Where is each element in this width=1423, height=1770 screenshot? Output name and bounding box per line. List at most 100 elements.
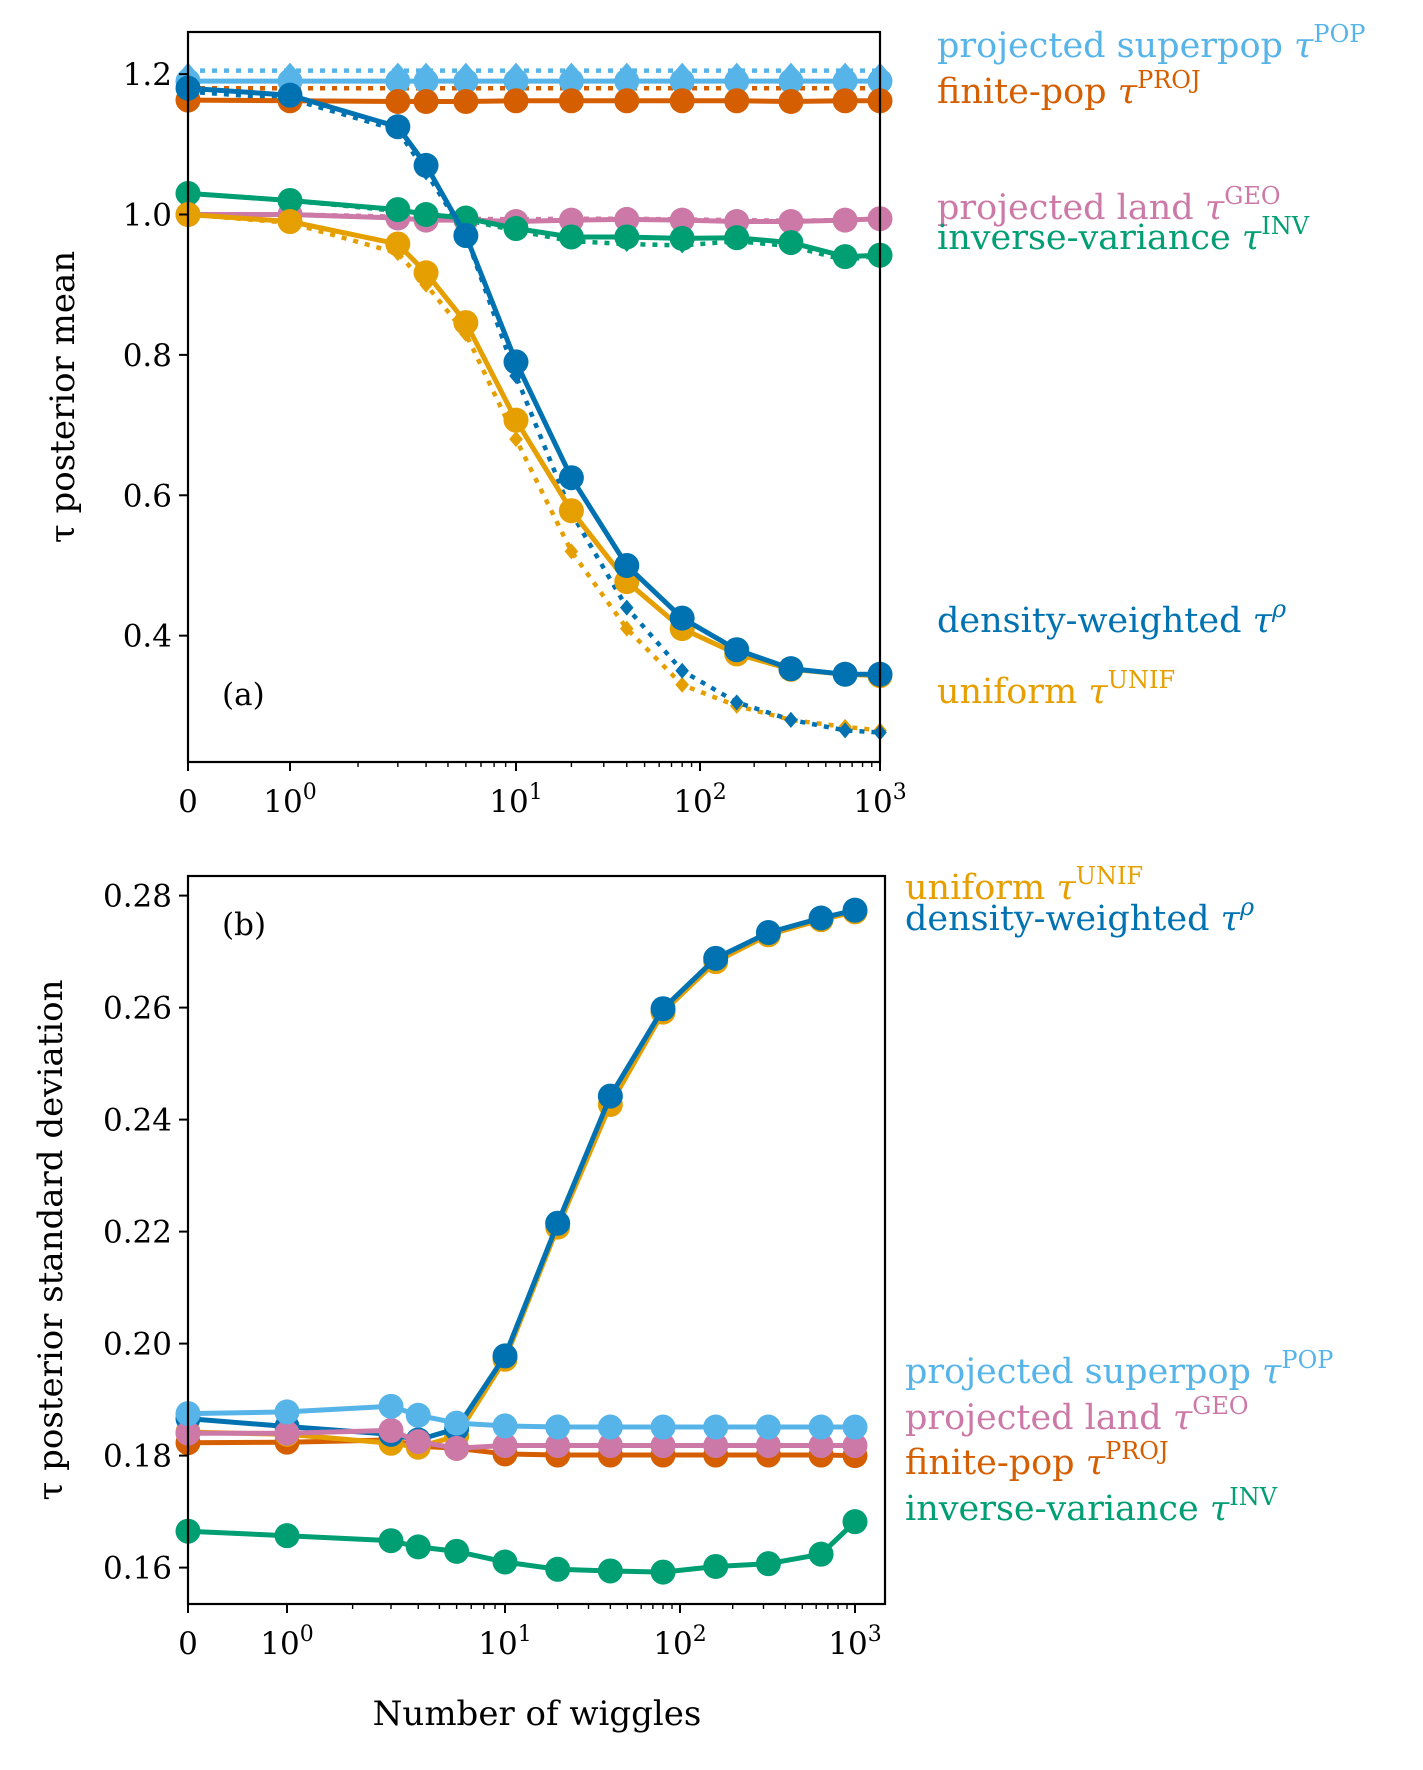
series-point-inverse-variance — [444, 1538, 470, 1564]
series-label-name: finite-pop — [937, 72, 1118, 112]
x-tick-base: 0 — [178, 784, 198, 820]
series-point-projected-land — [405, 1429, 431, 1455]
series-label-superscript: ρ — [1239, 893, 1254, 921]
series-label-superscript: PROJ — [1137, 66, 1201, 94]
series-label-symbol: τ — [1088, 672, 1108, 712]
x-tick-label: 101 — [489, 780, 542, 820]
series-point-uniform — [413, 260, 439, 286]
series-label-name: inverse-variance — [905, 1489, 1210, 1529]
series-point-projected-land — [832, 207, 858, 233]
series-point-projected-superpop — [492, 1413, 518, 1439]
x-tick-exponent: 3 — [893, 780, 907, 805]
y-tick-label: 1.2 — [123, 57, 172, 93]
series-point-projected-superpop — [444, 1410, 470, 1436]
series-point-projected-land — [274, 1420, 300, 1446]
x-tick-label: 102 — [673, 780, 726, 820]
x-tick-base: 0 — [178, 1626, 198, 1662]
series-label-name: projected land — [905, 1398, 1173, 1438]
series-point-uniform — [385, 231, 411, 257]
series-label-superscript: UNIF — [1076, 862, 1143, 890]
series-point-density-weighted — [808, 905, 834, 931]
series-point-density-weighted — [492, 1343, 518, 1369]
x-tick-exponent: 2 — [713, 780, 727, 805]
y-tick-label: 0.20 — [103, 1327, 172, 1363]
series-point-finite-pop — [778, 88, 804, 114]
series-label-symbol: τ — [1242, 218, 1262, 258]
y-tick-label: 0.24 — [103, 1103, 172, 1139]
series-point-uniform-dotted — [509, 431, 523, 448]
x-tick-base: 10 — [853, 784, 892, 820]
series-label-symbol: τ — [1173, 1398, 1193, 1438]
y-tick-label: 1.0 — [123, 198, 172, 234]
series-point-inverse-variance — [808, 1541, 834, 1567]
x-tick-label: 0 — [178, 1626, 198, 1662]
series-point-density-weighted — [703, 945, 729, 971]
x-tick-label: 100 — [260, 1622, 313, 1662]
y-tick-label: 0.6 — [123, 478, 172, 514]
series-point-inverse-variance — [545, 1556, 571, 1582]
series-point-projected-superpop — [558, 68, 584, 94]
series-label-name: uniform — [905, 868, 1056, 908]
series-label-superscript: PROJ — [1105, 1437, 1169, 1465]
panel-label: (b) — [222, 907, 266, 943]
series-label-inverse-variance: inverse-variance τINV — [937, 212, 1310, 258]
series-point-density-dotted — [784, 711, 798, 728]
series-label-projected-land: projected land τGEO — [937, 182, 1281, 228]
x-tick-base: 10 — [260, 1626, 299, 1662]
series-point-density-weighted — [755, 920, 781, 946]
y-tick-label: 0.26 — [103, 991, 172, 1027]
series-label-symbol: τ — [1253, 601, 1273, 641]
series-point-inverse-variance — [650, 1559, 676, 1585]
series-point-finite-pop — [614, 88, 640, 114]
series-point-uniform — [453, 310, 479, 336]
y-tick-label: 0.22 — [103, 1215, 172, 1251]
series-label-name: projected superpop — [937, 26, 1294, 66]
axes-frame — [186, 30, 882, 764]
series-label-finite-pop: finite-pop τPROJ — [937, 66, 1201, 112]
series-point-projected-land — [444, 1435, 470, 1461]
series-point-inverse-variance — [558, 224, 584, 250]
x-tick-base: 10 — [828, 1626, 867, 1662]
x-tick-exponent: 0 — [300, 1622, 314, 1647]
series-point-projected-land — [650, 1433, 676, 1459]
series-point-inverse-variance — [385, 197, 411, 223]
series-label-superscript: POP — [1313, 20, 1365, 48]
series-label-name: projected land — [937, 188, 1205, 228]
series-point-uniform-dotted — [564, 543, 579, 560]
series-point-inverse-variance — [413, 202, 439, 227]
series-point-uniform-dotted — [619, 620, 634, 637]
series-label-name: density-weighted — [905, 899, 1221, 939]
x-tick-base: 10 — [478, 1626, 517, 1662]
series-point-projected-land — [614, 206, 640, 232]
series-label-symbol: τ — [1210, 1489, 1230, 1529]
x-tick-exponent: 0 — [303, 780, 317, 805]
series-point-density-weighted — [669, 605, 695, 631]
series-inverse-variance — [175, 1509, 868, 1585]
series-point-density-weighted — [277, 82, 303, 108]
series-point-projected-land — [778, 209, 804, 235]
series-label-name: inverse-variance — [937, 218, 1242, 258]
series-point-inverse-variance — [703, 1553, 729, 1579]
series-point-projected-superpop — [669, 68, 695, 94]
series-point-density-weighted — [503, 349, 529, 375]
series-point-inverse-variance — [614, 224, 640, 250]
x-tick-label: 103 — [828, 1622, 881, 1662]
series-point-uniform — [558, 498, 584, 524]
series-point-density-dotted — [509, 367, 523, 384]
series-label-superscript: POP — [1281, 1346, 1333, 1374]
x-axis-label: Number of wiggles — [373, 1694, 702, 1734]
series-point-projected-superpop — [614, 68, 640, 94]
series-point-inverse-variance — [778, 230, 804, 256]
x-tick-label: 102 — [653, 1622, 706, 1662]
series-point-density-weighted — [597, 1083, 623, 1109]
series-label-name: projected superpop — [905, 1352, 1262, 1392]
series-point-projected-land — [545, 1433, 571, 1459]
series-point-density-dotted — [675, 662, 689, 679]
series-point-inverse-variance — [724, 225, 750, 251]
series-point-inverse-variance — [378, 1528, 404, 1554]
series-point-projected-land — [492, 1433, 518, 1459]
series-point-inverse-variance — [274, 1523, 300, 1549]
series-label-superscript: GEO — [1224, 182, 1280, 210]
series-label-superscript: GEO — [1192, 1392, 1248, 1420]
